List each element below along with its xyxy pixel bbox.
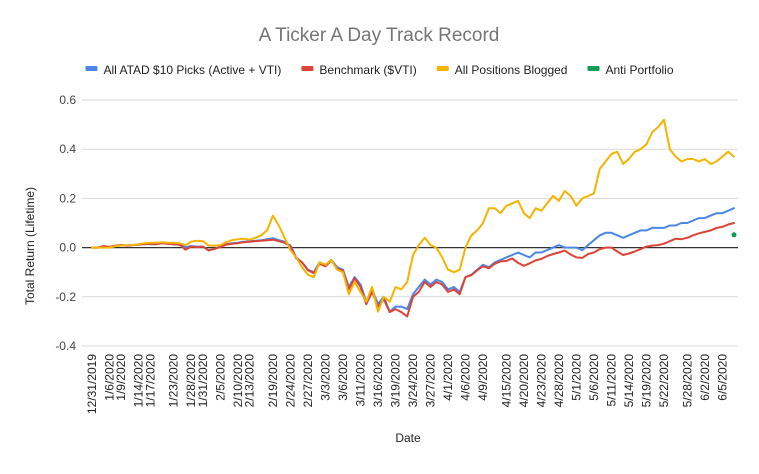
legend-item-3: Anti Portfolio	[587, 63, 674, 77]
x-tick-label-9: 2/10/2020	[231, 354, 245, 408]
x-tick-label-22: 4/6/2020	[459, 354, 473, 401]
x-tick-label-29: 5/6/2020	[587, 354, 601, 401]
legend-label-2: All Positions Blogged	[455, 63, 568, 77]
x-tick-label-1: 1/6/2020	[103, 354, 117, 401]
legend-swatch-0	[85, 66, 98, 71]
x-tick-label-19: 3/24/2020	[406, 354, 420, 408]
x-tick-label-34: 5/28/2020	[680, 354, 694, 408]
y-tick-label-3: 0.2	[59, 191, 76, 205]
x-tick-label-17: 3/16/2020	[371, 354, 385, 408]
x-tick-label-0: 12/31/2019	[85, 354, 99, 414]
y-tick-label-1: -0.2	[55, 290, 76, 304]
x-tick-label-32: 5/19/2020	[639, 354, 653, 408]
x-tick-label-4: 1/17/2020	[143, 354, 157, 408]
x-tick-label-33: 5/22/2020	[657, 354, 671, 408]
x-tick-label-2: 1/9/2020	[114, 354, 128, 401]
legend-label-3: Anti Portfolio	[605, 63, 673, 77]
y-tick-label-5: 0.6	[59, 93, 76, 107]
x-tick-label-21: 4/1/2020	[441, 354, 455, 401]
x-tick-label-7: 1/31/2020	[196, 354, 210, 408]
legend-item-1: Benchmark ($VTI)	[301, 63, 417, 77]
legend-item-2: All Positions Blogged	[436, 63, 568, 77]
legend-swatch-3	[587, 66, 600, 71]
legend-swatch-1	[301, 66, 314, 71]
x-tick-label-25: 4/20/2020	[517, 354, 531, 408]
legend-swatch-2	[436, 66, 449, 71]
x-tick-label-27: 4/28/2020	[552, 354, 566, 408]
x-tick-label-35: 6/2/2020	[698, 354, 712, 401]
y-axis-label: Total Return (Lifetime)	[23, 187, 37, 305]
x-tick-label-23: 4/9/2020	[476, 354, 490, 401]
x-tick-label-16: 3/11/2020	[353, 354, 367, 407]
series-point-3-0	[731, 232, 737, 238]
x-tick-label-18: 3/19/2020	[388, 354, 402, 408]
series-line-1	[91, 222, 735, 318]
x-tick-label-11: 2/19/2020	[266, 354, 280, 408]
legend-label-1: Benchmark ($VTI)	[319, 63, 416, 77]
x-tick-label-12: 2/24/2020	[283, 354, 297, 408]
x-tick-label-6: 1/28/2020	[184, 354, 198, 408]
x-tick-label-14: 3/3/2020	[318, 354, 332, 401]
legend-item-0: All ATAD $10 Picks (Active + VTI)	[85, 63, 281, 77]
x-tick-label-26: 4/23/2020	[534, 354, 548, 408]
x-tick-label-10: 2/13/2020	[243, 354, 257, 408]
x-tick-label-36: 6/5/2020	[715, 354, 729, 401]
x-tick-label-15: 3/6/2020	[336, 354, 350, 401]
chart-title: A Ticker A Day Track Record	[259, 25, 500, 46]
x-tick-label-28: 5/1/2020	[569, 354, 583, 401]
legend-label-0: All ATAD $10 Picks (Active + VTI)	[103, 63, 281, 77]
x-tick-label-8: 2/5/2020	[213, 354, 227, 401]
x-tick-label-13: 2/27/2020	[301, 354, 315, 408]
x-tick-label-24: 4/15/2020	[499, 354, 513, 408]
x-tick-label-30: 5/11/2020	[604, 354, 618, 407]
x-tick-label-5: 1/23/2020	[167, 354, 181, 408]
series-line-2	[91, 118, 735, 313]
x-axis-label: Date	[395, 431, 421, 445]
y-tick-label-0: -0.4	[55, 339, 76, 353]
x-tick-label-3: 1/14/2020	[132, 354, 146, 408]
x-tick-label-31: 5/14/2020	[622, 354, 636, 408]
y-axis-ticks: -0.4 -0.2 0.0 0.2 0.4 0.6	[55, 93, 76, 353]
x-tick-label-20: 3/27/2020	[424, 354, 438, 408]
legend: All ATAD $10 Picks (Active + VTI) Benchma…	[85, 63, 674, 77]
y-tick-label-2: 0.0	[59, 241, 76, 255]
y-tick-label-4: 0.4	[59, 142, 76, 156]
series-lines	[91, 118, 737, 318]
